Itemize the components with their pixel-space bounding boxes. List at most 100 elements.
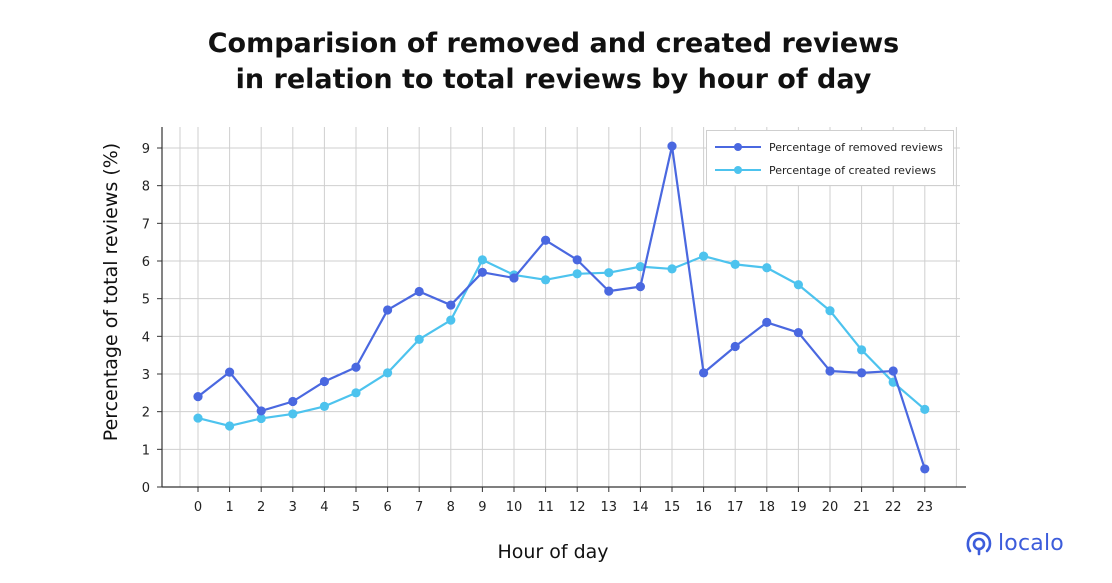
y-tick-label: 6 bbox=[142, 255, 150, 270]
data-point bbox=[383, 368, 393, 378]
y-tick-label: 8 bbox=[142, 180, 150, 195]
localo-logo: localo bbox=[966, 528, 1064, 558]
data-point bbox=[288, 396, 298, 407]
data-point bbox=[541, 235, 551, 245]
chart-title: Comparision of removed and created revie… bbox=[0, 26, 1107, 98]
x-tick-label: 17 bbox=[727, 500, 744, 515]
legend-label-removed: Percentage of removed reviews bbox=[769, 140, 943, 154]
data-point bbox=[572, 255, 582, 265]
series-created bbox=[193, 251, 930, 431]
data-point bbox=[762, 263, 772, 273]
data-point bbox=[793, 280, 804, 290]
x-tick-label: 13 bbox=[601, 500, 618, 515]
data-point bbox=[446, 300, 456, 310]
data-point bbox=[225, 367, 235, 377]
data-point bbox=[383, 305, 393, 315]
series-layer bbox=[193, 141, 930, 474]
data-point bbox=[604, 268, 614, 278]
series-removed bbox=[193, 141, 930, 474]
data-point bbox=[288, 409, 298, 419]
data-point bbox=[414, 286, 424, 297]
data-point bbox=[730, 259, 740, 269]
y-tick-label: 0 bbox=[142, 481, 150, 496]
data-point bbox=[699, 368, 709, 378]
data-point bbox=[414, 334, 424, 344]
legend-label-created: Percentage of created reviews bbox=[769, 163, 936, 177]
x-tick-label: 15 bbox=[664, 500, 681, 515]
data-point bbox=[888, 366, 898, 376]
data-point bbox=[446, 315, 456, 325]
x-tick-label: 0 bbox=[194, 500, 202, 515]
data-point bbox=[193, 392, 203, 402]
data-point bbox=[477, 267, 487, 277]
x-tick-label: 6 bbox=[383, 500, 391, 515]
data-point bbox=[256, 413, 266, 424]
data-point bbox=[225, 421, 235, 431]
data-point bbox=[351, 362, 361, 372]
series-line bbox=[197, 145, 926, 470]
x-tick-label: 12 bbox=[569, 500, 586, 515]
data-point bbox=[762, 317, 772, 327]
y-tick-label: 1 bbox=[142, 443, 150, 458]
x-tick-label: 11 bbox=[537, 500, 554, 515]
x-tick-label: 21 bbox=[853, 500, 870, 515]
chart-title-line-1: Comparision of removed and created revie… bbox=[207, 28, 900, 59]
data-point bbox=[667, 141, 677, 151]
legend-item-created: Percentage of created reviews bbox=[715, 162, 936, 178]
data-point bbox=[793, 327, 804, 338]
data-point bbox=[667, 264, 677, 274]
data-point bbox=[572, 269, 582, 279]
data-point bbox=[920, 464, 930, 474]
x-tick-label: 23 bbox=[917, 500, 934, 515]
data-point bbox=[857, 368, 867, 378]
x-tick-labels: 0 1 2 3 4 5 6 7 8 9 10 11 12 13 14 15 16 17 18 19 20 21 22 23 bbox=[194, 500, 933, 515]
chart-title-line-2: in relation to total reviews by hour of … bbox=[235, 64, 872, 95]
x-tick-label: 19 bbox=[790, 500, 807, 515]
legend-marker-removed bbox=[715, 143, 761, 151]
legend-item-removed: Percentage of removed reviews bbox=[715, 139, 943, 155]
y-tick-label: 5 bbox=[142, 293, 150, 308]
x-tick-label: 14 bbox=[632, 500, 649, 515]
data-point bbox=[857, 345, 867, 355]
data-point bbox=[635, 282, 646, 292]
x-tick-label: 7 bbox=[415, 500, 423, 515]
series-line bbox=[197, 255, 926, 428]
x-tick-label: 9 bbox=[478, 500, 486, 515]
data-point bbox=[541, 275, 551, 285]
data-point bbox=[699, 251, 709, 261]
x-tick-label: 18 bbox=[759, 500, 776, 515]
data-point bbox=[319, 376, 329, 387]
y-tick-label: 7 bbox=[142, 217, 150, 232]
data-point bbox=[351, 388, 361, 398]
x-tick-label: 20 bbox=[822, 500, 839, 515]
x-tick-label: 5 bbox=[352, 500, 360, 515]
data-point bbox=[825, 366, 835, 376]
y-tick-labels: 0 1 2 3 4 5 6 7 8 9 bbox=[142, 142, 150, 496]
x-tick-label: 10 bbox=[506, 500, 523, 515]
x-tick-label: 1 bbox=[225, 500, 233, 515]
data-point bbox=[509, 273, 519, 283]
data-point bbox=[920, 404, 930, 415]
y-tick-label: 9 bbox=[142, 142, 150, 157]
data-point bbox=[825, 306, 835, 316]
x-tick-label: 16 bbox=[695, 500, 712, 515]
x-tick-label: 22 bbox=[885, 500, 902, 515]
y-tick-label: 4 bbox=[142, 330, 150, 345]
legend-marker-created bbox=[715, 166, 761, 174]
y-tick-label: 3 bbox=[142, 368, 150, 383]
x-tick-label: 8 bbox=[447, 500, 455, 515]
data-point bbox=[635, 262, 646, 272]
axes bbox=[157, 127, 966, 492]
data-point bbox=[730, 341, 740, 352]
data-point bbox=[193, 413, 203, 423]
x-tick-label: 4 bbox=[320, 500, 328, 515]
data-point bbox=[477, 255, 487, 265]
legend: Percentage of removed reviews Percentage… bbox=[706, 130, 954, 186]
data-point bbox=[256, 406, 266, 416]
x-axis-label: Hour of day bbox=[497, 541, 609, 563]
x-tick-label: 2 bbox=[257, 500, 265, 515]
data-point bbox=[319, 401, 329, 411]
x-tick-label: 3 bbox=[289, 500, 297, 515]
y-axis-label: Percentage of total reviews (%) bbox=[100, 142, 122, 442]
